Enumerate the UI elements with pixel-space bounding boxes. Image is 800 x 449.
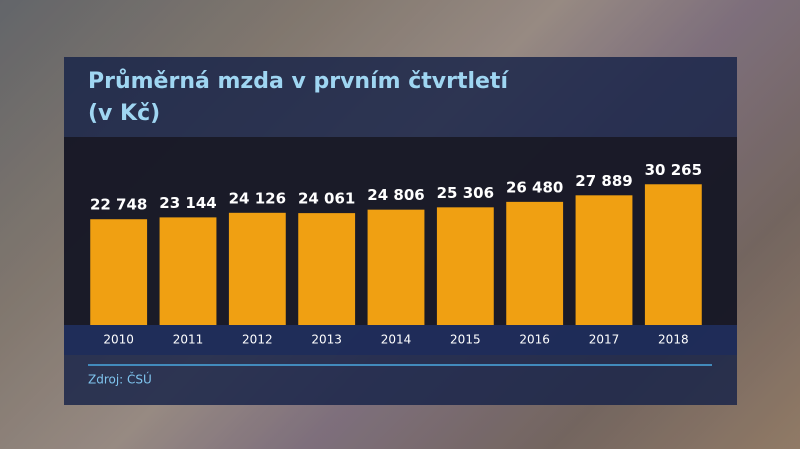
x-tick-label: 2014 (381, 333, 412, 347)
bar (436, 207, 494, 325)
value-label: 23 144 (159, 194, 216, 212)
x-tick-label: 2010 (103, 333, 134, 347)
x-tick-label: 2015 (450, 333, 481, 347)
bar (367, 209, 425, 325)
value-label: 26 480 (506, 178, 563, 196)
value-label: 24 806 (367, 186, 424, 204)
chart-title: Průměrná mzda v prvním čtvrtletí (v Kč) (88, 69, 508, 126)
value-label: 24 126 (229, 189, 286, 207)
value-label: 30 265 (645, 161, 702, 179)
x-tick-label: 2017 (589, 333, 620, 347)
bar (298, 213, 356, 325)
bar (506, 201, 564, 325)
source: Zdroj: ČSÚ (88, 372, 152, 387)
bar (228, 212, 286, 325)
bar (644, 184, 702, 325)
value-label: 22 748 (90, 196, 147, 214)
bar (575, 195, 633, 325)
axis-band (64, 325, 737, 355)
value-label: 27 889 (575, 172, 632, 190)
x-tick-label: 2011 (173, 333, 204, 347)
value-label: 25 306 (437, 184, 494, 202)
bar (159, 217, 217, 325)
x-tick-label: 2016 (519, 333, 550, 347)
x-tick-label: 2018 (658, 333, 689, 347)
bar (90, 219, 148, 325)
x-tick-label: 2013 (311, 333, 342, 347)
value-label: 24 061 (298, 190, 355, 208)
x-tick-label: 2012 (242, 333, 273, 347)
